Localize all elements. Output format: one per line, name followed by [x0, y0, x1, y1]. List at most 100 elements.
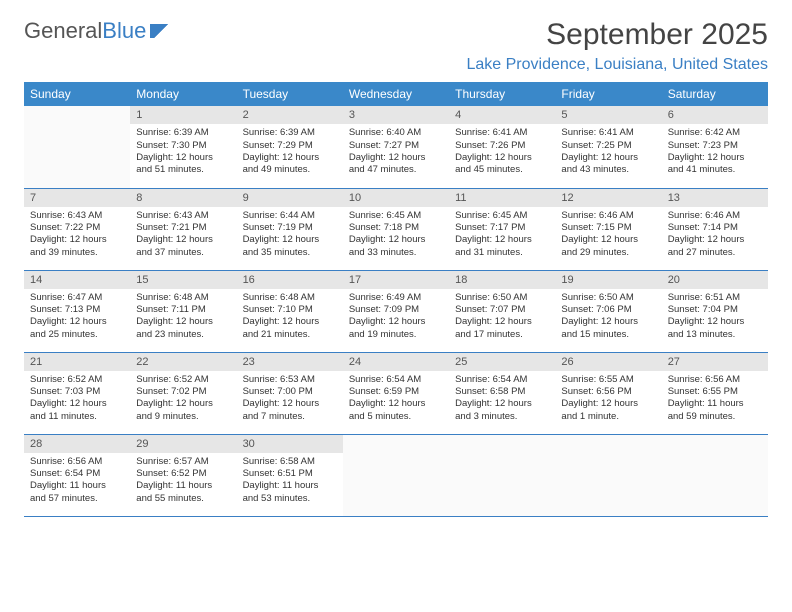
day-details: Sunrise: 6:56 AMSunset: 6:54 PMDaylight:… — [24, 453, 130, 509]
brand-part1: General — [24, 18, 102, 44]
weekday-header: Thursday — [449, 82, 555, 106]
calendar-day-cell — [449, 434, 555, 516]
calendar-day-cell: 22Sunrise: 6:52 AMSunset: 7:02 PMDayligh… — [130, 352, 236, 434]
day-details: Sunrise: 6:39 AMSunset: 7:30 PMDaylight:… — [130, 124, 236, 180]
day-number: 29 — [130, 435, 236, 453]
weekday-header: Tuesday — [237, 82, 343, 106]
day-details: Sunrise: 6:47 AMSunset: 7:13 PMDaylight:… — [24, 289, 130, 345]
calendar-day-cell — [662, 434, 768, 516]
day-number: 16 — [237, 271, 343, 289]
day-number: 26 — [555, 353, 661, 371]
day-details: Sunrise: 6:54 AMSunset: 6:59 PMDaylight:… — [343, 371, 449, 427]
weekday-header: Wednesday — [343, 82, 449, 106]
day-number: 19 — [555, 271, 661, 289]
day-number: 28 — [24, 435, 130, 453]
brand-part2: Blue — [102, 18, 146, 44]
day-number: 3 — [343, 106, 449, 124]
calendar-day-cell: 17Sunrise: 6:49 AMSunset: 7:09 PMDayligh… — [343, 270, 449, 352]
weekday-header: Saturday — [662, 82, 768, 106]
calendar-day-cell — [24, 106, 130, 188]
calendar-day-cell — [555, 434, 661, 516]
day-details: Sunrise: 6:45 AMSunset: 7:17 PMDaylight:… — [449, 207, 555, 263]
day-details: Sunrise: 6:56 AMSunset: 6:55 PMDaylight:… — [662, 371, 768, 427]
day-details: Sunrise: 6:46 AMSunset: 7:14 PMDaylight:… — [662, 207, 768, 263]
calendar-week-row: 7Sunrise: 6:43 AMSunset: 7:22 PMDaylight… — [24, 188, 768, 270]
day-number: 27 — [662, 353, 768, 371]
day-details: Sunrise: 6:52 AMSunset: 7:02 PMDaylight:… — [130, 371, 236, 427]
calendar-day-cell: 5Sunrise: 6:41 AMSunset: 7:25 PMDaylight… — [555, 106, 661, 188]
calendar-week-row: 28Sunrise: 6:56 AMSunset: 6:54 PMDayligh… — [24, 434, 768, 516]
day-number: 5 — [555, 106, 661, 124]
day-number: 8 — [130, 189, 236, 207]
day-details: Sunrise: 6:49 AMSunset: 7:09 PMDaylight:… — [343, 289, 449, 345]
day-details: Sunrise: 6:57 AMSunset: 6:52 PMDaylight:… — [130, 453, 236, 509]
day-details: Sunrise: 6:54 AMSunset: 6:58 PMDaylight:… — [449, 371, 555, 427]
day-details: Sunrise: 6:44 AMSunset: 7:19 PMDaylight:… — [237, 207, 343, 263]
day-details: Sunrise: 6:41 AMSunset: 7:26 PMDaylight:… — [449, 124, 555, 180]
calendar-day-cell: 15Sunrise: 6:48 AMSunset: 7:11 PMDayligh… — [130, 270, 236, 352]
calendar-day-cell: 19Sunrise: 6:50 AMSunset: 7:06 PMDayligh… — [555, 270, 661, 352]
calendar-day-cell: 7Sunrise: 6:43 AMSunset: 7:22 PMDaylight… — [24, 188, 130, 270]
calendar-day-cell: 6Sunrise: 6:42 AMSunset: 7:23 PMDaylight… — [662, 106, 768, 188]
day-number: 9 — [237, 189, 343, 207]
day-details: Sunrise: 6:51 AMSunset: 7:04 PMDaylight:… — [662, 289, 768, 345]
calendar-day-cell: 8Sunrise: 6:43 AMSunset: 7:21 PMDaylight… — [130, 188, 236, 270]
calendar-week-row: 14Sunrise: 6:47 AMSunset: 7:13 PMDayligh… — [24, 270, 768, 352]
day-number: 21 — [24, 353, 130, 371]
calendar-day-cell: 13Sunrise: 6:46 AMSunset: 7:14 PMDayligh… — [662, 188, 768, 270]
day-number: 20 — [662, 271, 768, 289]
calendar-day-cell: 1Sunrise: 6:39 AMSunset: 7:30 PMDaylight… — [130, 106, 236, 188]
day-details: Sunrise: 6:48 AMSunset: 7:11 PMDaylight:… — [130, 289, 236, 345]
calendar-day-cell: 30Sunrise: 6:58 AMSunset: 6:51 PMDayligh… — [237, 434, 343, 516]
day-details: Sunrise: 6:50 AMSunset: 7:06 PMDaylight:… — [555, 289, 661, 345]
calendar-day-cell: 23Sunrise: 6:53 AMSunset: 7:00 PMDayligh… — [237, 352, 343, 434]
page-title: September 2025 — [546, 18, 768, 52]
day-number: 23 — [237, 353, 343, 371]
location-line: Lake Providence, Louisiana, United State… — [24, 56, 768, 74]
day-details: Sunrise: 6:43 AMSunset: 7:21 PMDaylight:… — [130, 207, 236, 263]
day-details: Sunrise: 6:40 AMSunset: 7:27 PMDaylight:… — [343, 124, 449, 180]
day-number: 7 — [24, 189, 130, 207]
day-number: 25 — [449, 353, 555, 371]
day-number: 22 — [130, 353, 236, 371]
calendar-day-cell: 10Sunrise: 6:45 AMSunset: 7:18 PMDayligh… — [343, 188, 449, 270]
calendar-day-cell: 21Sunrise: 6:52 AMSunset: 7:03 PMDayligh… — [24, 352, 130, 434]
calendar-day-cell: 11Sunrise: 6:45 AMSunset: 7:17 PMDayligh… — [449, 188, 555, 270]
calendar-day-cell: 2Sunrise: 6:39 AMSunset: 7:29 PMDaylight… — [237, 106, 343, 188]
calendar-day-cell: 29Sunrise: 6:57 AMSunset: 6:52 PMDayligh… — [130, 434, 236, 516]
day-details: Sunrise: 6:46 AMSunset: 7:15 PMDaylight:… — [555, 207, 661, 263]
day-details: Sunrise: 6:50 AMSunset: 7:07 PMDaylight:… — [449, 289, 555, 345]
day-details: Sunrise: 6:42 AMSunset: 7:23 PMDaylight:… — [662, 124, 768, 180]
calendar-header-row: SundayMondayTuesdayWednesdayThursdayFrid… — [24, 82, 768, 106]
calendar-day-cell: 25Sunrise: 6:54 AMSunset: 6:58 PMDayligh… — [449, 352, 555, 434]
calendar-week-row: 1Sunrise: 6:39 AMSunset: 7:30 PMDaylight… — [24, 106, 768, 188]
calendar-day-cell: 16Sunrise: 6:48 AMSunset: 7:10 PMDayligh… — [237, 270, 343, 352]
day-number: 6 — [662, 106, 768, 124]
calendar-day-cell: 12Sunrise: 6:46 AMSunset: 7:15 PMDayligh… — [555, 188, 661, 270]
day-details: Sunrise: 6:43 AMSunset: 7:22 PMDaylight:… — [24, 207, 130, 263]
day-number: 2 — [237, 106, 343, 124]
day-details: Sunrise: 6:48 AMSunset: 7:10 PMDaylight:… — [237, 289, 343, 345]
calendar-day-cell: 9Sunrise: 6:44 AMSunset: 7:19 PMDaylight… — [237, 188, 343, 270]
day-number: 4 — [449, 106, 555, 124]
weekday-header: Monday — [130, 82, 236, 106]
calendar-week-row: 21Sunrise: 6:52 AMSunset: 7:03 PMDayligh… — [24, 352, 768, 434]
day-number: 1 — [130, 106, 236, 124]
day-details: Sunrise: 6:55 AMSunset: 6:56 PMDaylight:… — [555, 371, 661, 427]
day-number: 15 — [130, 271, 236, 289]
calendar-day-cell: 24Sunrise: 6:54 AMSunset: 6:59 PMDayligh… — [343, 352, 449, 434]
day-details: Sunrise: 6:45 AMSunset: 7:18 PMDaylight:… — [343, 207, 449, 263]
weekday-header: Sunday — [24, 82, 130, 106]
calendar-day-cell: 14Sunrise: 6:47 AMSunset: 7:13 PMDayligh… — [24, 270, 130, 352]
day-details: Sunrise: 6:41 AMSunset: 7:25 PMDaylight:… — [555, 124, 661, 180]
calendar-day-cell — [343, 434, 449, 516]
day-details: Sunrise: 6:58 AMSunset: 6:51 PMDaylight:… — [237, 453, 343, 509]
header: GeneralBlue September 2025 — [24, 18, 768, 52]
day-number: 24 — [343, 353, 449, 371]
calendar-day-cell: 4Sunrise: 6:41 AMSunset: 7:26 PMDaylight… — [449, 106, 555, 188]
day-details: Sunrise: 6:52 AMSunset: 7:03 PMDaylight:… — [24, 371, 130, 427]
weekday-header: Friday — [555, 82, 661, 106]
calendar-day-cell: 28Sunrise: 6:56 AMSunset: 6:54 PMDayligh… — [24, 434, 130, 516]
day-number: 12 — [555, 189, 661, 207]
calendar-day-cell: 3Sunrise: 6:40 AMSunset: 7:27 PMDaylight… — [343, 106, 449, 188]
